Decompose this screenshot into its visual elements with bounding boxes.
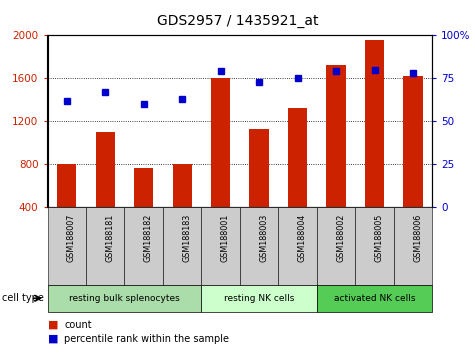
Text: GSM188183: GSM188183 <box>182 213 191 262</box>
Bar <box>403 76 423 207</box>
Bar <box>249 129 269 207</box>
Bar <box>365 40 384 207</box>
Bar <box>57 164 76 207</box>
Text: GSM188002: GSM188002 <box>336 213 345 262</box>
Text: GSM188003: GSM188003 <box>259 213 268 262</box>
Text: ■: ■ <box>48 319 58 329</box>
Bar <box>211 78 230 207</box>
Text: resting NK cells: resting NK cells <box>224 294 294 303</box>
Text: GSM188004: GSM188004 <box>297 213 306 262</box>
Bar <box>134 169 153 207</box>
Bar <box>326 65 346 207</box>
Text: GSM188007: GSM188007 <box>66 213 76 262</box>
Text: GSM188005: GSM188005 <box>374 213 383 262</box>
Text: ■: ■ <box>48 333 58 343</box>
Bar <box>95 132 115 207</box>
Text: activated NK cells: activated NK cells <box>334 294 415 303</box>
Text: resting bulk splenocytes: resting bulk splenocytes <box>69 294 180 303</box>
Bar <box>288 108 307 207</box>
Text: GSM188181: GSM188181 <box>105 213 114 262</box>
Text: GSM188001: GSM188001 <box>220 213 229 262</box>
Text: percentile rank within the sample: percentile rank within the sample <box>64 335 229 344</box>
Text: GSM188182: GSM188182 <box>143 213 152 262</box>
Text: GSM188006: GSM188006 <box>413 213 422 262</box>
Text: cell type: cell type <box>2 293 44 303</box>
Text: GDS2957 / 1435921_at: GDS2957 / 1435921_at <box>157 14 318 28</box>
Text: count: count <box>64 320 92 330</box>
Bar <box>172 164 192 207</box>
